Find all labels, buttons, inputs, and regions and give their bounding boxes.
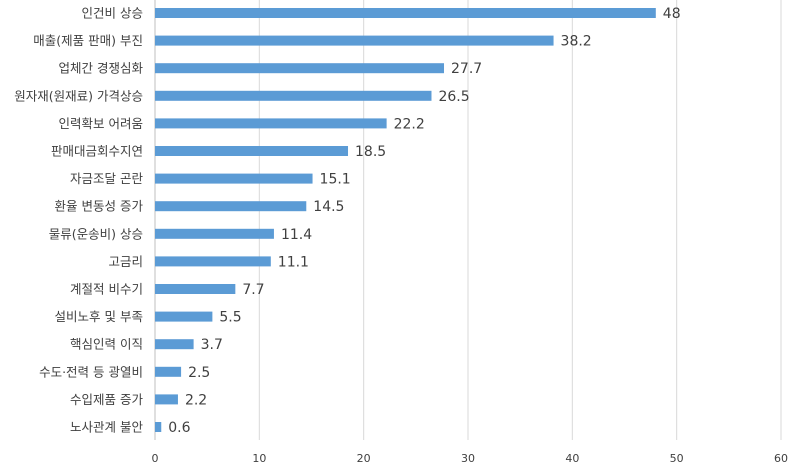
category-label: 고금리 xyxy=(108,254,143,269)
bar xyxy=(155,118,387,129)
value-label: 2.5 xyxy=(188,365,210,381)
value-label: 11.4 xyxy=(281,227,312,243)
category-label: 업체간 경쟁심화 xyxy=(59,61,144,76)
value-label: 2.2 xyxy=(185,392,207,408)
bar xyxy=(155,422,162,432)
gridlines xyxy=(154,0,782,440)
x-axis-ticks: 0 10 20 30 40 50 60 xyxy=(152,452,789,465)
bar xyxy=(155,256,271,267)
bar xyxy=(155,90,432,101)
value-label: 5.5 xyxy=(219,310,241,326)
bar xyxy=(155,339,194,350)
category-label: 환율 변동성 증가 xyxy=(55,199,144,214)
x-tick-label: 30 xyxy=(461,452,475,465)
bars xyxy=(155,8,656,432)
bar xyxy=(155,35,554,46)
bar xyxy=(155,63,445,74)
bar xyxy=(155,228,274,239)
value-label: 14.5 xyxy=(313,199,344,215)
value-label: 48 xyxy=(663,6,681,22)
x-tick-label: 10 xyxy=(252,452,266,465)
x-tick-label: 0 xyxy=(152,452,159,465)
bar xyxy=(155,284,236,294)
category-label: 인건비 상승 xyxy=(82,6,143,21)
category-label: 원자재(원재료) 가격상승 xyxy=(14,88,143,103)
value-label: 18.5 xyxy=(355,144,386,160)
x-tick-label: 60 xyxy=(774,452,788,465)
category-label: 노사관계 불안 xyxy=(70,420,143,435)
x-tick-label: 50 xyxy=(670,452,684,465)
category-label: 계절적 비수기 xyxy=(70,282,143,297)
category-label: 자금조달 곤란 xyxy=(70,171,143,186)
category-label: 수도·전력 등 광열비 xyxy=(39,364,143,379)
value-label: 7.7 xyxy=(242,282,264,298)
bar xyxy=(155,311,213,322)
category-label: 설비노후 및 부족 xyxy=(55,309,143,324)
value-label: 27.7 xyxy=(451,61,482,77)
bar xyxy=(155,394,178,405)
bar xyxy=(155,201,307,212)
x-tick-label: 20 xyxy=(357,452,371,465)
category-label: 판매대금회수지연 xyxy=(51,144,143,159)
value-label: 0.6 xyxy=(168,420,190,436)
value-labels: 48 38.2 27.7 26.5 22.2 18.515.1 14.511.4 11.1 7.… xyxy=(168,6,680,436)
value-label: 15.1 xyxy=(320,172,351,188)
bar xyxy=(155,8,656,18)
bar xyxy=(155,366,182,377)
value-label: 11.1 xyxy=(278,254,309,270)
bar xyxy=(155,173,313,184)
category-label: 인력확보 어려움 xyxy=(59,116,143,131)
category-label: 수입제품 증가 xyxy=(70,392,143,407)
category-label: 물류(운송비) 상승 xyxy=(49,226,143,241)
value-label: 26.5 xyxy=(438,89,469,105)
value-label: 22.2 xyxy=(394,116,425,132)
bar xyxy=(155,146,349,156)
category-label: 핵심인력 이직 xyxy=(70,337,143,352)
x-tick-label: 40 xyxy=(565,452,579,465)
category-label: 매출(제품 판매) 부진 xyxy=(33,33,143,48)
value-label: 3.7 xyxy=(201,337,223,353)
value-label: 38.2 xyxy=(561,34,592,50)
